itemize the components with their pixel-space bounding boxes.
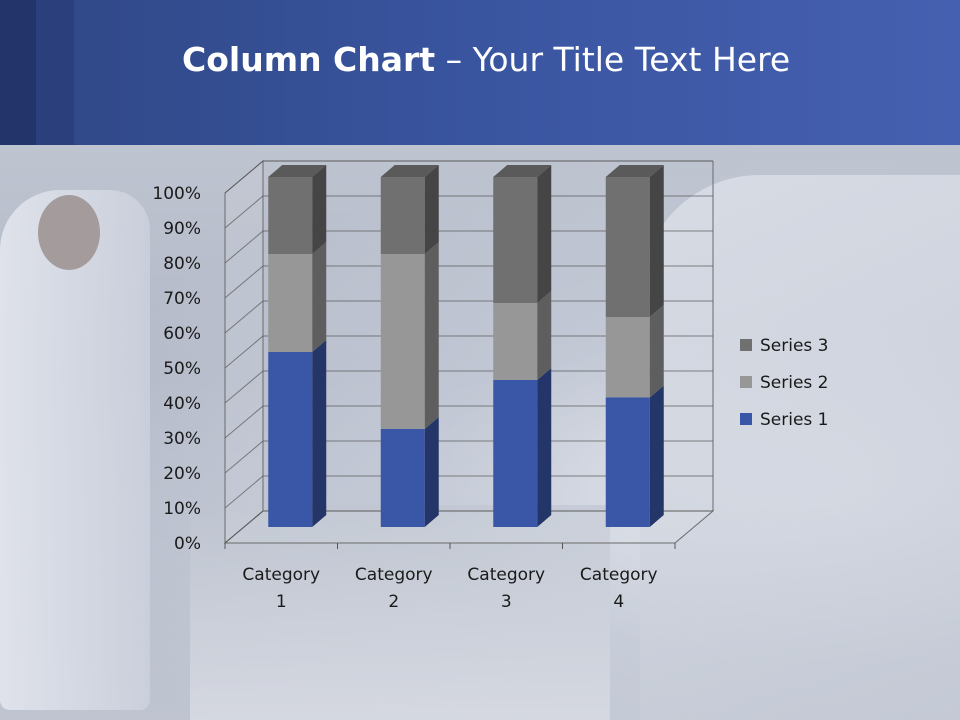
bar-segment	[268, 165, 327, 254]
y-tick-label: 60%	[163, 324, 201, 344]
legend-label: Series 3	[760, 336, 829, 356]
bar-segment	[268, 242, 327, 352]
legend-swatch	[740, 339, 752, 351]
y-tick-label: 50%	[163, 359, 201, 379]
y-tick-label: 40%	[163, 394, 201, 414]
chart-bars	[268, 165, 664, 527]
y-tick-label: 100%	[152, 184, 201, 204]
legend-label: Series 2	[760, 373, 829, 393]
bar-segment	[493, 291, 552, 380]
bar-side	[537, 291, 552, 380]
title-bar: Column Chart – Your Title Text Here	[0, 0, 960, 145]
gridline	[224, 370, 713, 404]
bar-side	[312, 242, 327, 352]
chart-y-ticks: 0% 10% 20% 30% 40% 50% 60% 70% 80% 90% 100%	[152, 184, 201, 554]
y-tick-label: 20%	[163, 464, 201, 484]
bar-face	[268, 254, 313, 352]
bar-top	[493, 165, 552, 177]
gridline	[224, 300, 713, 334]
bar-side	[649, 305, 664, 398]
bar-face	[493, 303, 538, 380]
y-tick-label: 70%	[163, 289, 201, 309]
slide-title-rest: – Your Title Text Here	[435, 40, 791, 79]
bar-segment	[605, 305, 664, 398]
bar-top	[268, 165, 327, 177]
legend-label: Series 1	[760, 410, 829, 430]
gridline	[224, 230, 713, 264]
bar-side	[424, 165, 439, 254]
bar-segment	[380, 417, 439, 527]
gridline	[224, 335, 713, 369]
bar-segment	[268, 340, 327, 527]
bar-segment	[380, 242, 439, 429]
bar-segment	[493, 165, 552, 303]
y-tick-label: 10%	[163, 499, 201, 519]
gridline	[224, 160, 713, 194]
bar-top	[380, 165, 439, 177]
bar-side	[537, 165, 552, 303]
gridline	[224, 195, 713, 229]
legend-swatch	[740, 376, 752, 388]
x-tick-label: 1	[276, 592, 287, 612]
y-tick-label: 30%	[163, 429, 201, 449]
bar-side	[312, 340, 327, 527]
y-tick-label: 80%	[163, 254, 201, 274]
slide-title-bold: Column Chart	[182, 40, 436, 79]
header-accent-stripe	[0, 0, 36, 145]
bar-face	[605, 397, 650, 527]
x-tick-label: Category	[355, 565, 433, 585]
bar-segment	[493, 368, 552, 527]
gridline	[224, 405, 713, 439]
photo-floor	[190, 505, 610, 720]
gridline	[224, 265, 713, 299]
bar-top	[605, 165, 664, 177]
background-photo	[0, 145, 960, 720]
bar-face	[268, 352, 313, 527]
y-tick-label: 90%	[163, 219, 201, 239]
bar-face	[380, 254, 425, 429]
x-tick-label: 2	[388, 592, 399, 612]
x-tick-label: Category	[467, 565, 545, 585]
gridline	[224, 440, 713, 474]
bar-side	[424, 417, 439, 527]
header-accent-stripe-2	[36, 0, 74, 145]
bar-face	[380, 429, 425, 527]
chart-x-ticks: Category 1 Category 2 Category 3 Category 4	[224, 543, 676, 612]
gridline	[224, 510, 713, 544]
photo-person-head	[38, 195, 100, 270]
bar-face	[493, 380, 538, 527]
bar-face	[605, 177, 650, 317]
x-tick-label: Category	[242, 565, 320, 585]
photo-person	[0, 190, 150, 710]
bar-face	[268, 177, 313, 254]
x-tick-label: 4	[613, 592, 624, 612]
bar-segment	[605, 165, 664, 317]
bar-segment	[605, 385, 664, 527]
bar-side	[537, 368, 552, 527]
gridline	[224, 475, 713, 509]
chart-gridlines	[224, 160, 713, 544]
legend-swatch	[740, 413, 752, 425]
x-tick-label: 3	[501, 592, 512, 612]
x-tick-label: Category	[580, 565, 658, 585]
bar-side	[424, 242, 439, 429]
bar-side	[649, 165, 664, 317]
y-tick-label: 0%	[174, 534, 201, 554]
bar-segment	[380, 165, 439, 254]
bar-face	[605, 317, 650, 398]
bar-face	[493, 177, 538, 303]
bar-side	[649, 385, 664, 527]
slide-title: Column Chart – Your Title Text Here	[182, 40, 790, 79]
bar-side	[312, 165, 327, 254]
bar-face	[380, 177, 425, 254]
chart-legend: Series 3 Series 2 Series 1	[740, 336, 829, 430]
